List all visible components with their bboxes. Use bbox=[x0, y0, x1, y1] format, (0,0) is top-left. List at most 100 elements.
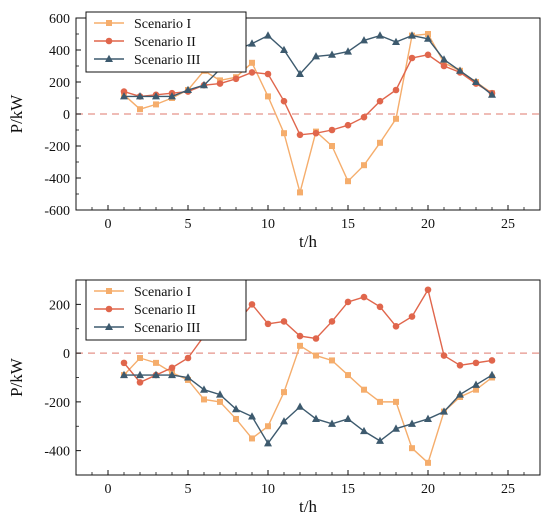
chart-top: 0 5 10 15 20 25 -600 -400 -200 0 200 400 600 t/h P/kW S… bbox=[7, 11, 541, 251]
data-point bbox=[392, 37, 400, 45]
data-point bbox=[472, 77, 480, 85]
data-point bbox=[248, 301, 256, 308]
data-point bbox=[312, 52, 320, 60]
x-tick-label: 10 bbox=[261, 482, 275, 497]
data-point bbox=[376, 303, 384, 311]
data-point bbox=[424, 51, 432, 59]
data-point bbox=[425, 31, 431, 37]
data-point bbox=[201, 396, 207, 403]
data-point bbox=[280, 97, 288, 105]
y-tick-label: 200 bbox=[49, 298, 70, 313]
data-point bbox=[200, 80, 208, 89]
data-point bbox=[328, 318, 336, 325]
data-point bbox=[425, 459, 431, 466]
y-tick-label: -200 bbox=[44, 396, 70, 411]
legend-label: Scenario II bbox=[134, 35, 196, 50]
data-point bbox=[248, 39, 256, 47]
x-tick-label: 10 bbox=[261, 217, 275, 232]
y-axis-title: P/kW bbox=[7, 94, 26, 134]
data-point bbox=[472, 380, 480, 388]
y-tick-label: 0 bbox=[63, 108, 70, 123]
data-point bbox=[456, 362, 464, 369]
data-point bbox=[168, 92, 176, 100]
data-point bbox=[377, 398, 383, 405]
data-point bbox=[376, 97, 384, 105]
x-tick-label: 5 bbox=[185, 217, 192, 232]
data-point bbox=[440, 407, 448, 415]
data-point bbox=[280, 45, 288, 53]
x-tick-label: 25 bbox=[501, 482, 515, 497]
data-point bbox=[137, 106, 143, 113]
data-point bbox=[184, 354, 192, 362]
data-point bbox=[440, 352, 448, 359]
data-point bbox=[408, 313, 416, 320]
data-point bbox=[473, 386, 479, 393]
legend-marker bbox=[105, 54, 113, 62]
x-tick-label: 15 bbox=[341, 482, 355, 497]
legend-label: Scenario I bbox=[134, 285, 191, 300]
data-point bbox=[232, 404, 240, 413]
legend-marker bbox=[105, 305, 113, 313]
data-point bbox=[264, 70, 272, 78]
data-point bbox=[297, 342, 303, 349]
data-point bbox=[120, 88, 128, 95]
data-point bbox=[329, 357, 335, 364]
data-point bbox=[344, 298, 352, 306]
data-point bbox=[136, 92, 144, 100]
y-tick-label: 0 bbox=[63, 347, 70, 362]
data-point bbox=[488, 357, 496, 364]
data-point bbox=[376, 31, 384, 39]
data-point bbox=[328, 50, 336, 58]
x-tick-label: 0 bbox=[105, 482, 112, 497]
data-point bbox=[472, 359, 480, 367]
y-tick-label: -600 bbox=[44, 204, 70, 219]
data-point bbox=[168, 370, 176, 379]
data-point bbox=[200, 385, 208, 393]
data-point bbox=[248, 412, 256, 420]
data-point bbox=[120, 92, 128, 100]
data-point bbox=[392, 86, 400, 94]
y-axis-title: P/kW bbox=[7, 357, 26, 397]
data-point bbox=[184, 373, 192, 381]
y-tick-label: 200 bbox=[49, 76, 70, 91]
data-point bbox=[296, 332, 304, 340]
data-point bbox=[120, 370, 128, 379]
y-tick-label: -400 bbox=[44, 445, 70, 460]
data-point bbox=[393, 398, 399, 405]
data-point bbox=[456, 66, 464, 74]
data-point bbox=[264, 320, 272, 328]
data-point bbox=[392, 424, 400, 432]
data-point bbox=[152, 92, 160, 100]
legend-label: Scenario I bbox=[134, 17, 191, 32]
data-point bbox=[312, 414, 320, 422]
data-point bbox=[345, 178, 351, 185]
data-point bbox=[168, 364, 176, 372]
x-tick-label: 20 bbox=[421, 482, 435, 497]
data-point bbox=[345, 372, 351, 379]
x-tick-label: 5 bbox=[185, 482, 192, 497]
data-point bbox=[456, 390, 464, 398]
data-point bbox=[361, 386, 367, 393]
data-point bbox=[488, 370, 496, 379]
data-point bbox=[409, 445, 415, 452]
data-point bbox=[344, 47, 352, 55]
data-point bbox=[232, 75, 240, 83]
data-point bbox=[264, 439, 272, 447]
data-point bbox=[360, 36, 368, 44]
x-tick-label: 15 bbox=[341, 217, 355, 232]
data-point bbox=[216, 80, 224, 87]
data-point bbox=[249, 435, 255, 442]
data-point bbox=[265, 93, 271, 100]
data-point bbox=[440, 62, 448, 70]
data-point bbox=[153, 101, 159, 108]
data-point bbox=[424, 34, 432, 42]
data-point bbox=[184, 85, 192, 93]
data-point bbox=[360, 113, 368, 121]
legend: Scenario I Scenario II Scenario III bbox=[85, 279, 247, 341]
series-scenario-iii bbox=[120, 370, 496, 447]
legend-marker bbox=[105, 37, 113, 45]
data-point bbox=[377, 139, 383, 146]
legend-label: Scenario III bbox=[134, 321, 201, 336]
x-tick-label: 0 bbox=[105, 217, 112, 232]
x-axis-title: t/h bbox=[299, 232, 317, 251]
